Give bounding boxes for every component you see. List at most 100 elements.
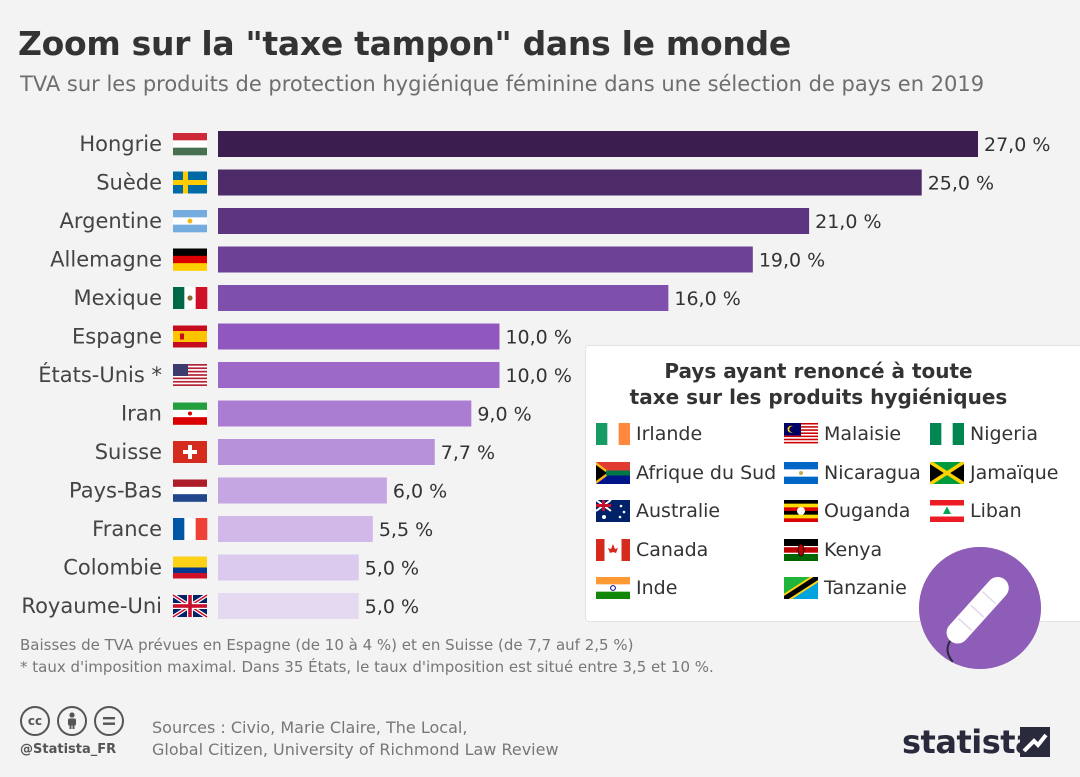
- value-label: 9,0 %: [477, 404, 531, 426]
- tax-free-country-item: Ouganda: [784, 500, 910, 522]
- spain-flag-icon: [173, 325, 207, 348]
- tax-free-title-line2: taxe sur les produits hygiéniques: [629, 385, 1008, 409]
- kenya-flag-icon: [784, 538, 818, 561]
- bar[interactable]: [218, 246, 753, 273]
- tax-free-country-item: Canada: [596, 538, 709, 561]
- tax-free-country-name: Ouganda: [824, 500, 911, 522]
- license-icons: cc: [20, 706, 131, 736]
- colombia-flag-icon: [173, 556, 207, 579]
- note-footnote: * taux d'imposition maximal. Dans 35 Éta…: [20, 658, 714, 676]
- uk-flag-icon: [171, 593, 209, 619]
- category-label: Colombie: [63, 556, 162, 580]
- value-label: 5,0 %: [365, 558, 419, 580]
- tax-free-country-name: Tanzanie: [824, 577, 907, 599]
- sources-line1: Sources : Civio, Marie Claire, The Local…: [152, 718, 468, 737]
- sources: Sources : Civio, Marie Claire, The Local…: [152, 717, 559, 761]
- bar[interactable]: [218, 439, 435, 465]
- tax-free-country-name: Inde: [636, 577, 678, 599]
- value-label: 27,0 %: [984, 134, 1050, 156]
- category-label: Allemagne: [50, 248, 162, 272]
- bar[interactable]: [218, 516, 373, 542]
- category-label: Iran: [121, 402, 162, 426]
- bar[interactable]: [218, 323, 500, 350]
- sources-line2: Global Citizen, University of Richmond L…: [152, 740, 559, 759]
- bar[interactable]: [218, 169, 922, 196]
- south-africa-flag-icon: [596, 461, 630, 484]
- no-derivatives-icon[interactable]: [94, 706, 124, 736]
- mexico-flag-icon: [173, 287, 208, 309]
- netherlands-flag-icon: [173, 479, 207, 502]
- tax-free-country-item: Afrique du Sud: [596, 461, 777, 484]
- bar-chart: Hongrie 27,0 % Suède 25,0 % Argentine 21,0 % A…: [21, 131, 1050, 619]
- bar[interactable]: [218, 362, 500, 388]
- tax-free-country-name: Malaisie: [824, 423, 902, 445]
- statista-logo-icon[interactable]: [1020, 727, 1050, 757]
- india-flag-icon: [596, 577, 630, 599]
- tax-free-country-item: Liban: [930, 500, 1022, 522]
- tax-free-country-item: Nicaragua: [784, 461, 921, 484]
- tax-free-country-item: Irlande: [596, 423, 702, 445]
- germany-flag-icon: [173, 248, 207, 271]
- category-label: Suède: [96, 171, 162, 195]
- tax-free-country-name: Nicaragua: [824, 461, 921, 484]
- tax-free-title-line1: Pays ayant renoncé à toute: [664, 359, 973, 383]
- value-label: 7,7 %: [441, 442, 495, 464]
- category-label: Argentine: [60, 209, 163, 233]
- tax-free-country-name: Irlande: [636, 423, 703, 445]
- tax-free-country-item: Jamaïque: [930, 461, 1059, 484]
- tax-free-box-title: Pays ayant renoncé à toute taxe sur les …: [586, 358, 1051, 410]
- sweden-flag-icon: [173, 171, 207, 194]
- by-person-icon[interactable]: [57, 706, 87, 736]
- bar[interactable]: [218, 593, 359, 619]
- bar[interactable]: [218, 285, 669, 311]
- bar[interactable]: [218, 131, 978, 157]
- tax-free-country-name: Liban: [970, 500, 1022, 522]
- value-label: 5,5 %: [379, 519, 433, 541]
- australia-flag-icon: [596, 500, 630, 522]
- canada-flag-icon: [596, 538, 630, 561]
- category-label: Royaume-Uni: [21, 594, 162, 618]
- category-label: États-Unis *: [38, 362, 162, 387]
- tax-free-country-name: Australie: [636, 500, 721, 522]
- argentina-flag-icon: [173, 210, 207, 233]
- note-vat-reductions: Baisses de TVA prévues en Espagne (de 10…: [20, 636, 634, 654]
- bar[interactable]: [218, 400, 472, 427]
- ireland-flag-icon: [596, 423, 630, 445]
- category-label: Pays-Bas: [69, 479, 162, 503]
- iran-flag-icon: [173, 402, 207, 425]
- usa-flag-icon: [173, 364, 207, 386]
- value-label: 10,0 %: [505, 327, 571, 349]
- tanzania-flag-icon: [784, 577, 818, 599]
- tax-free-country-item: Australie: [596, 500, 720, 522]
- lebanon-flag-icon: [930, 500, 964, 522]
- category-label: France: [92, 517, 162, 541]
- bar[interactable]: [218, 208, 810, 234]
- tax-free-country-name: Afrique du Sud: [636, 461, 777, 484]
- jamaica-flag-icon: [930, 461, 964, 484]
- value-label: 25,0 %: [928, 173, 994, 195]
- hungary-flag-icon: [173, 133, 207, 156]
- value-label: 6,0 %: [393, 481, 447, 503]
- cc-icon[interactable]: cc: [20, 706, 50, 736]
- nicaragua-flag-icon: [784, 461, 818, 484]
- nigeria-flag-icon: [930, 423, 964, 445]
- value-label: 10,0 %: [505, 365, 571, 387]
- switzerland-flag-icon: [173, 441, 207, 463]
- tax-free-country-name: Canada: [636, 538, 709, 561]
- france-flag-icon: [173, 518, 208, 540]
- tax-free-country-name: Nigeria: [970, 423, 1038, 445]
- value-label: 19,0 %: [759, 250, 825, 272]
- tax-free-country-item: Tanzanie: [784, 577, 907, 599]
- statista-logo-text[interactable]: statista: [902, 723, 1037, 761]
- category-label: Espagne: [72, 325, 162, 349]
- bar[interactable]: [218, 477, 387, 504]
- tampon-illustration: [919, 547, 1041, 669]
- tax-free-country-item: Malaisie: [784, 423, 901, 445]
- category-label: Mexique: [74, 286, 163, 310]
- chart-title: Zoom sur la "taxe tampon" dans le monde: [18, 24, 791, 63]
- bar[interactable]: [218, 554, 359, 581]
- twitter-handle[interactable]: @Statista_FR: [20, 742, 117, 757]
- tax-free-country-name: Kenya: [824, 538, 883, 561]
- tax-free-country-name: Jamaïque: [970, 461, 1059, 484]
- malaysia-flag-icon: [784, 423, 818, 445]
